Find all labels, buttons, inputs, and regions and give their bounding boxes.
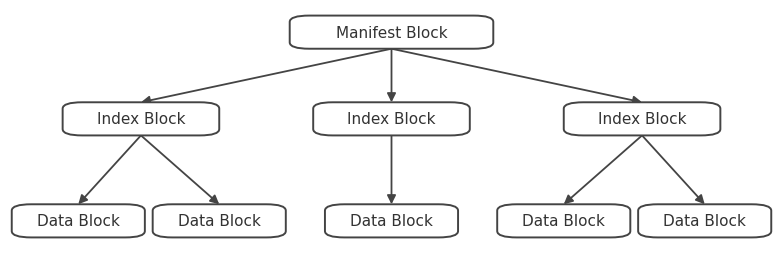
Text: Index Block: Index Block [347,112,436,127]
FancyBboxPatch shape [497,204,630,237]
FancyBboxPatch shape [638,204,771,237]
FancyBboxPatch shape [290,17,493,50]
FancyBboxPatch shape [325,204,458,237]
FancyBboxPatch shape [153,204,286,237]
Text: Data Block: Data Block [663,214,746,228]
FancyBboxPatch shape [63,103,219,136]
Text: Data Block: Data Block [37,214,120,228]
Text: Data Block: Data Block [350,214,433,228]
FancyBboxPatch shape [564,103,720,136]
Text: Index Block: Index Block [96,112,186,127]
Text: Index Block: Index Block [597,112,687,127]
Text: Data Block: Data Block [522,214,605,228]
FancyBboxPatch shape [313,103,470,136]
Text: Data Block: Data Block [178,214,261,228]
Text: Manifest Block: Manifest Block [336,26,447,40]
FancyBboxPatch shape [12,204,145,237]
